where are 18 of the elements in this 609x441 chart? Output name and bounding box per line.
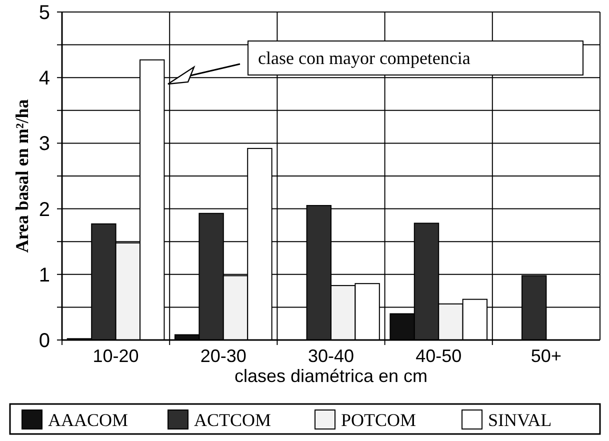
x-tick-label: 40-50 <box>416 346 462 366</box>
legend-label: SINVAL <box>488 410 552 430</box>
y-tick-label: 4 <box>38 68 50 90</box>
legend-label: ACTCOM <box>194 410 272 430</box>
x-tick-label: 20-30 <box>200 346 246 366</box>
y-tick-label: 0 <box>38 330 50 352</box>
x-axis-title: clases diamétrica en cm <box>234 366 428 386</box>
y-tick-label: 5 <box>38 2 50 24</box>
legend-label: POTCOM <box>341 410 416 430</box>
y-tick-label: 2 <box>38 198 50 221</box>
y-tick-label: 1 <box>38 264 50 286</box>
x-tick-label: 10-20 <box>92 346 139 366</box>
x-tick-label: 30-40 <box>308 346 354 366</box>
annotation: clase con mayor competencia <box>258 48 470 68</box>
y-tick-label: 3 <box>38 133 50 156</box>
x-tick-label: 50+ <box>530 346 562 366</box>
y-axis-title: Area basal en m²/ha <box>12 99 32 253</box>
legend-label: AAACOM <box>48 410 128 430</box>
